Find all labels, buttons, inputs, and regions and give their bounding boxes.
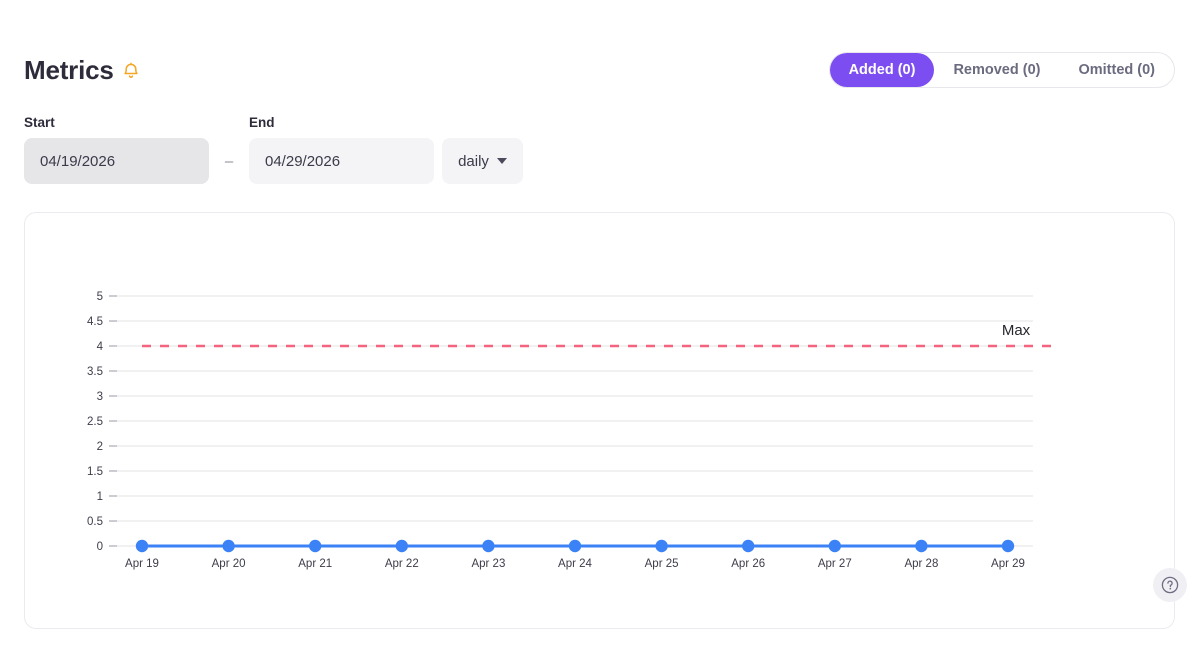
bell-icon bbox=[122, 61, 140, 81]
x-axis-tick-label: Apr 27 bbox=[818, 558, 852, 570]
end-date-block: End 04/29/2026 bbox=[249, 115, 434, 184]
y-axis-tick-label: 1 bbox=[97, 491, 103, 503]
y-axis-tick-label: 0 bbox=[97, 541, 103, 553]
max-threshold-label: Max bbox=[1002, 322, 1031, 339]
toggle-added[interactable]: Added (0) bbox=[829, 53, 935, 87]
metrics-line-chart[interactable]: 5 4.5 4 3.5 3 2.5 2 1.5 1 0.5 0 Max Apr 19 Apr 20 Apr … bbox=[25, 213, 1176, 630]
data-point-marker[interactable] bbox=[828, 539, 841, 553]
x-axis-tick-label: Apr 29 bbox=[991, 558, 1025, 570]
data-point-marker[interactable] bbox=[135, 539, 149, 553]
y-axis-tick-label: 0.5 bbox=[87, 516, 103, 528]
x-axis-tick-label: Apr 20 bbox=[212, 558, 246, 570]
start-date-label: Start bbox=[24, 115, 55, 130]
data-point-marker[interactable] bbox=[222, 539, 235, 553]
question-mark-circle-icon bbox=[1161, 576, 1179, 594]
date-range-separator: – bbox=[224, 152, 234, 170]
start-date-block: Start 04/19/2026 bbox=[24, 115, 209, 184]
help-button[interactable] bbox=[1153, 568, 1187, 602]
y-axis-tick-label: 4 bbox=[97, 341, 104, 353]
data-point-marker[interactable] bbox=[742, 539, 755, 553]
y-axis-tick-label: 4.5 bbox=[87, 316, 103, 328]
metric-type-toggle-group[interactable]: Added (0) Removed (0) Omitted (0) bbox=[828, 52, 1175, 88]
data-point-marker[interactable] bbox=[655, 539, 668, 553]
x-axis-tick-label: Apr 22 bbox=[385, 558, 419, 570]
x-axis-tick-label: Apr 25 bbox=[645, 558, 679, 570]
end-date-label: End bbox=[249, 115, 275, 130]
chart-card: 5 4.5 4 3.5 3 2.5 2 1.5 1 0.5 0 Max Apr 19 Apr 20 Apr … bbox=[24, 212, 1175, 629]
x-axis-tick-label: Apr 24 bbox=[558, 558, 592, 570]
page-title: Metrics bbox=[24, 55, 114, 85]
data-point-marker[interactable] bbox=[568, 539, 582, 553]
chevron-down-icon bbox=[496, 158, 507, 164]
data-point-marker[interactable] bbox=[395, 539, 408, 553]
data-point-marker[interactable] bbox=[482, 539, 495, 553]
y-axis-tick-label: 1.5 bbox=[87, 466, 103, 478]
x-axis-tick-label: Apr 23 bbox=[471, 558, 505, 570]
filter-bar: Start 04/19/2026 – End 04/29/2026 daily bbox=[24, 115, 523, 184]
x-axis-tick-label: Apr 19 bbox=[125, 558, 159, 570]
x-axis-tick-label: Apr 26 bbox=[731, 558, 765, 570]
start-date-input[interactable]: 04/19/2026 bbox=[24, 138, 209, 184]
y-axis-tick-label: 5 bbox=[97, 291, 103, 303]
toggle-removed[interactable]: Removed (0) bbox=[934, 53, 1059, 87]
page-header: Metrics Added (0) Removed (0) Omitted (0… bbox=[0, 0, 1199, 110]
interval-select-value: daily bbox=[458, 152, 489, 170]
toggle-omitted[interactable]: Omitted (0) bbox=[1059, 53, 1174, 87]
x-axis-tick-label: Apr 21 bbox=[298, 558, 332, 570]
y-axis-tick-label: 3 bbox=[97, 391, 103, 403]
data-point-marker[interactable] bbox=[309, 539, 322, 553]
data-point-marker[interactable] bbox=[1001, 539, 1015, 553]
data-point-marker[interactable] bbox=[915, 539, 928, 553]
y-axis-tick-label: 2 bbox=[97, 441, 103, 453]
interval-select[interactable]: daily bbox=[442, 138, 523, 184]
page-title-group: Metrics bbox=[24, 54, 140, 86]
y-axis-tick-label: 3.5 bbox=[87, 366, 103, 378]
x-axis-tick-label: Apr 28 bbox=[904, 558, 938, 570]
end-date-input[interactable]: 04/29/2026 bbox=[249, 138, 434, 184]
y-axis-tick-label: 2.5 bbox=[87, 416, 103, 428]
